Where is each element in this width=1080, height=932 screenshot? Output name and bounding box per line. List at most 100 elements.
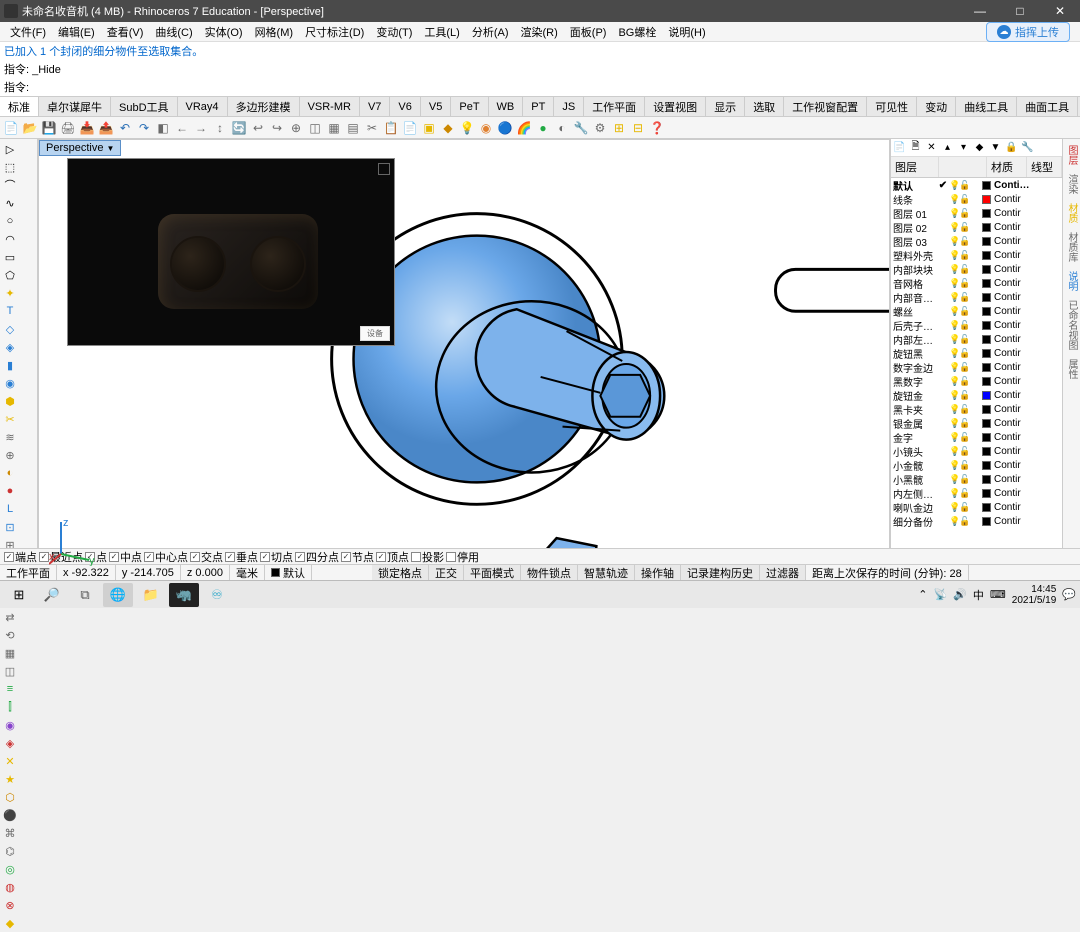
layers-tb-btn-4[interactable]: ▾	[957, 141, 970, 154]
left-tool-35[interactable]: ★	[2, 771, 19, 788]
right-tab-0[interactable]: 图层	[1064, 141, 1079, 169]
menu-6[interactable]: 尺寸标注(D)	[299, 24, 370, 40]
tab-1[interactable]: 卓尔谋犀牛	[39, 97, 111, 116]
left-tool-14[interactable]: ⬢	[2, 393, 19, 410]
left-tool-40[interactable]: ◎	[2, 861, 19, 878]
toolbar-btn-20[interactable]: 📋	[382, 119, 400, 137]
left-tool-15[interactable]: ✂	[2, 411, 19, 428]
toolbar-btn-14[interactable]: ↪	[268, 119, 286, 137]
right-tab-4[interactable]: 说明	[1064, 267, 1079, 295]
left-tool-36[interactable]: ⬡	[2, 789, 19, 806]
tab-15[interactable]: 显示	[706, 97, 745, 116]
toolbar-btn-4[interactable]: 📥	[78, 119, 96, 137]
left-tool-34[interactable]: ✕	[2, 753, 19, 770]
tab-18[interactable]: 可见性	[867, 97, 917, 116]
layer-vis-icons[interactable]: 💡🔓	[949, 208, 979, 219]
toolbar-btn-28[interactable]: ●	[534, 119, 552, 137]
right-tab-1[interactable]: 渲染	[1064, 170, 1079, 198]
layer-row[interactable]: 音网格💡🔓Contir	[891, 276, 1062, 290]
toolbar-btn-27[interactable]: 🌈	[515, 119, 533, 137]
menu-0[interactable]: 文件(F)	[4, 24, 52, 40]
status-btn-5[interactable]: 操作轴	[635, 565, 681, 580]
toolbar-btn-25[interactable]: ◉	[477, 119, 495, 137]
layer-row[interactable]: 旋钮黑💡🔓Contir	[891, 346, 1062, 360]
osnap-4[interactable]: ✓中心点	[144, 549, 188, 565]
osnap-6[interactable]: ✓垂点	[225, 549, 258, 565]
layer-color[interactable]	[982, 307, 991, 316]
right-tab-3[interactable]: 材质库	[1064, 228, 1079, 266]
layer-vis-icons[interactable]: 💡🔓	[949, 222, 979, 233]
tab-16[interactable]: 选取	[745, 97, 784, 116]
layer-vis-icons[interactable]: 💡🔓	[949, 306, 979, 317]
tab-3[interactable]: VRay4	[178, 97, 228, 116]
minimize-button[interactable]: —	[960, 0, 1000, 22]
taskbar-item-3[interactable]: 🌐	[103, 583, 133, 607]
layer-color[interactable]	[982, 503, 991, 512]
left-tool-9[interactable]: T	[2, 303, 19, 320]
toolbar-btn-1[interactable]: 📂	[21, 119, 39, 137]
layer-row[interactable]: 旋钮金💡🔓Contir	[891, 388, 1062, 402]
layer-color[interactable]	[982, 517, 991, 526]
toolbar-btn-16[interactable]: ◫	[306, 119, 324, 137]
layer-row[interactable]: 图层 01💡🔓Contir	[891, 206, 1062, 220]
layer-color[interactable]	[982, 265, 991, 274]
menu-7[interactable]: 变动(T)	[370, 24, 418, 40]
left-tool-18[interactable]: ◐	[2, 465, 19, 482]
tab-13[interactable]: 工作平面	[584, 97, 645, 116]
layer-row[interactable]: 螺丝💡🔓Contir	[891, 304, 1062, 318]
layer-vis-icons[interactable]: 💡🔓	[949, 502, 979, 513]
tab-11[interactable]: PT	[523, 97, 554, 116]
osnap-9[interactable]: ✓节点	[341, 549, 374, 565]
left-tool-11[interactable]: ◈	[2, 339, 19, 356]
status-btn-2[interactable]: 平面模式	[464, 565, 521, 580]
taskbar-item-1[interactable]: 🔎	[37, 583, 67, 607]
status-btn-4[interactable]: 智慧轨迹	[578, 565, 635, 580]
layer-color[interactable]	[982, 321, 991, 330]
tab-8[interactable]: V5	[421, 97, 451, 116]
command-input[interactable]	[31, 81, 1076, 93]
right-tab-5[interactable]: 已命名视图	[1064, 296, 1079, 354]
layer-vis-icons[interactable]: 💡🔓	[949, 194, 979, 205]
reference-image[interactable]: 设备	[67, 158, 395, 346]
taskbar-clock[interactable]: 14:452021/5/19	[1012, 584, 1057, 606]
layer-vis-icons[interactable]: 💡🔓	[949, 376, 979, 387]
tab-4[interactable]: 多边形建模	[228, 97, 300, 116]
layers-tb-btn-2[interactable]: ✕	[925, 141, 938, 154]
left-tool-2[interactable]: ⌒	[2, 177, 19, 194]
toolbar-btn-3[interactable]: 🖨	[59, 119, 77, 137]
left-tool-27[interactable]: ⟲	[2, 627, 19, 644]
status-btn-1[interactable]: 正交	[429, 565, 464, 580]
col-layer[interactable]: 图层	[891, 157, 939, 177]
layer-row[interactable]: 塑料外壳💡🔓Contir	[891, 248, 1062, 262]
toolbar-btn-7[interactable]: ↷	[135, 119, 153, 137]
layer-row[interactable]: 小黑髋💡🔓Contir	[891, 472, 1062, 486]
tab-21[interactable]: 曲面工具	[1017, 97, 1078, 116]
menu-10[interactable]: 渲染(R)	[515, 24, 564, 40]
status-btn-0[interactable]: 锁定格点	[372, 565, 429, 580]
layer-vis-icons[interactable]: 💡🔓	[949, 236, 979, 247]
layer-vis-icons[interactable]: 💡🔓	[949, 390, 979, 401]
left-tool-26[interactable]: ⇄	[2, 609, 19, 626]
toolbar-btn-11[interactable]: ↕	[211, 119, 229, 137]
menu-11[interactable]: 面板(P)	[564, 24, 613, 40]
layers-tb-btn-0[interactable]: 📄	[893, 141, 906, 154]
layer-row[interactable]: 内部块块💡🔓Contir	[891, 262, 1062, 276]
toolbar-btn-33[interactable]: ⊟	[629, 119, 647, 137]
layer-row[interactable]: 银金属💡🔓Contir	[891, 416, 1062, 430]
left-tool-21[interactable]: ⊡	[2, 519, 19, 536]
osnap-5[interactable]: ✓交点	[190, 549, 223, 565]
layer-row[interactable]: 后壳子…💡🔓Contir	[891, 318, 1062, 332]
toolbar-btn-10[interactable]: →	[192, 119, 210, 137]
menu-2[interactable]: 查看(V)	[101, 24, 150, 40]
osnap-10[interactable]: ✓顶点	[376, 549, 409, 565]
layer-vis-icons[interactable]: 💡🔓	[949, 180, 979, 191]
layer-vis-icons[interactable]: 💡🔓	[949, 432, 979, 443]
layer-row[interactable]: 图层 02💡🔓Contir	[891, 220, 1062, 234]
layer-vis-icons[interactable]: 💡🔓	[949, 362, 979, 373]
menu-5[interactable]: 网格(M)	[249, 24, 300, 40]
layer-color[interactable]	[982, 181, 991, 190]
toolbar-btn-15[interactable]: ⊕	[287, 119, 305, 137]
menu-3[interactable]: 曲线(C)	[149, 24, 198, 40]
promo-button[interactable]: ☁ 指挥上传	[986, 22, 1070, 42]
left-tool-31[interactable]: ⫿	[2, 699, 19, 716]
